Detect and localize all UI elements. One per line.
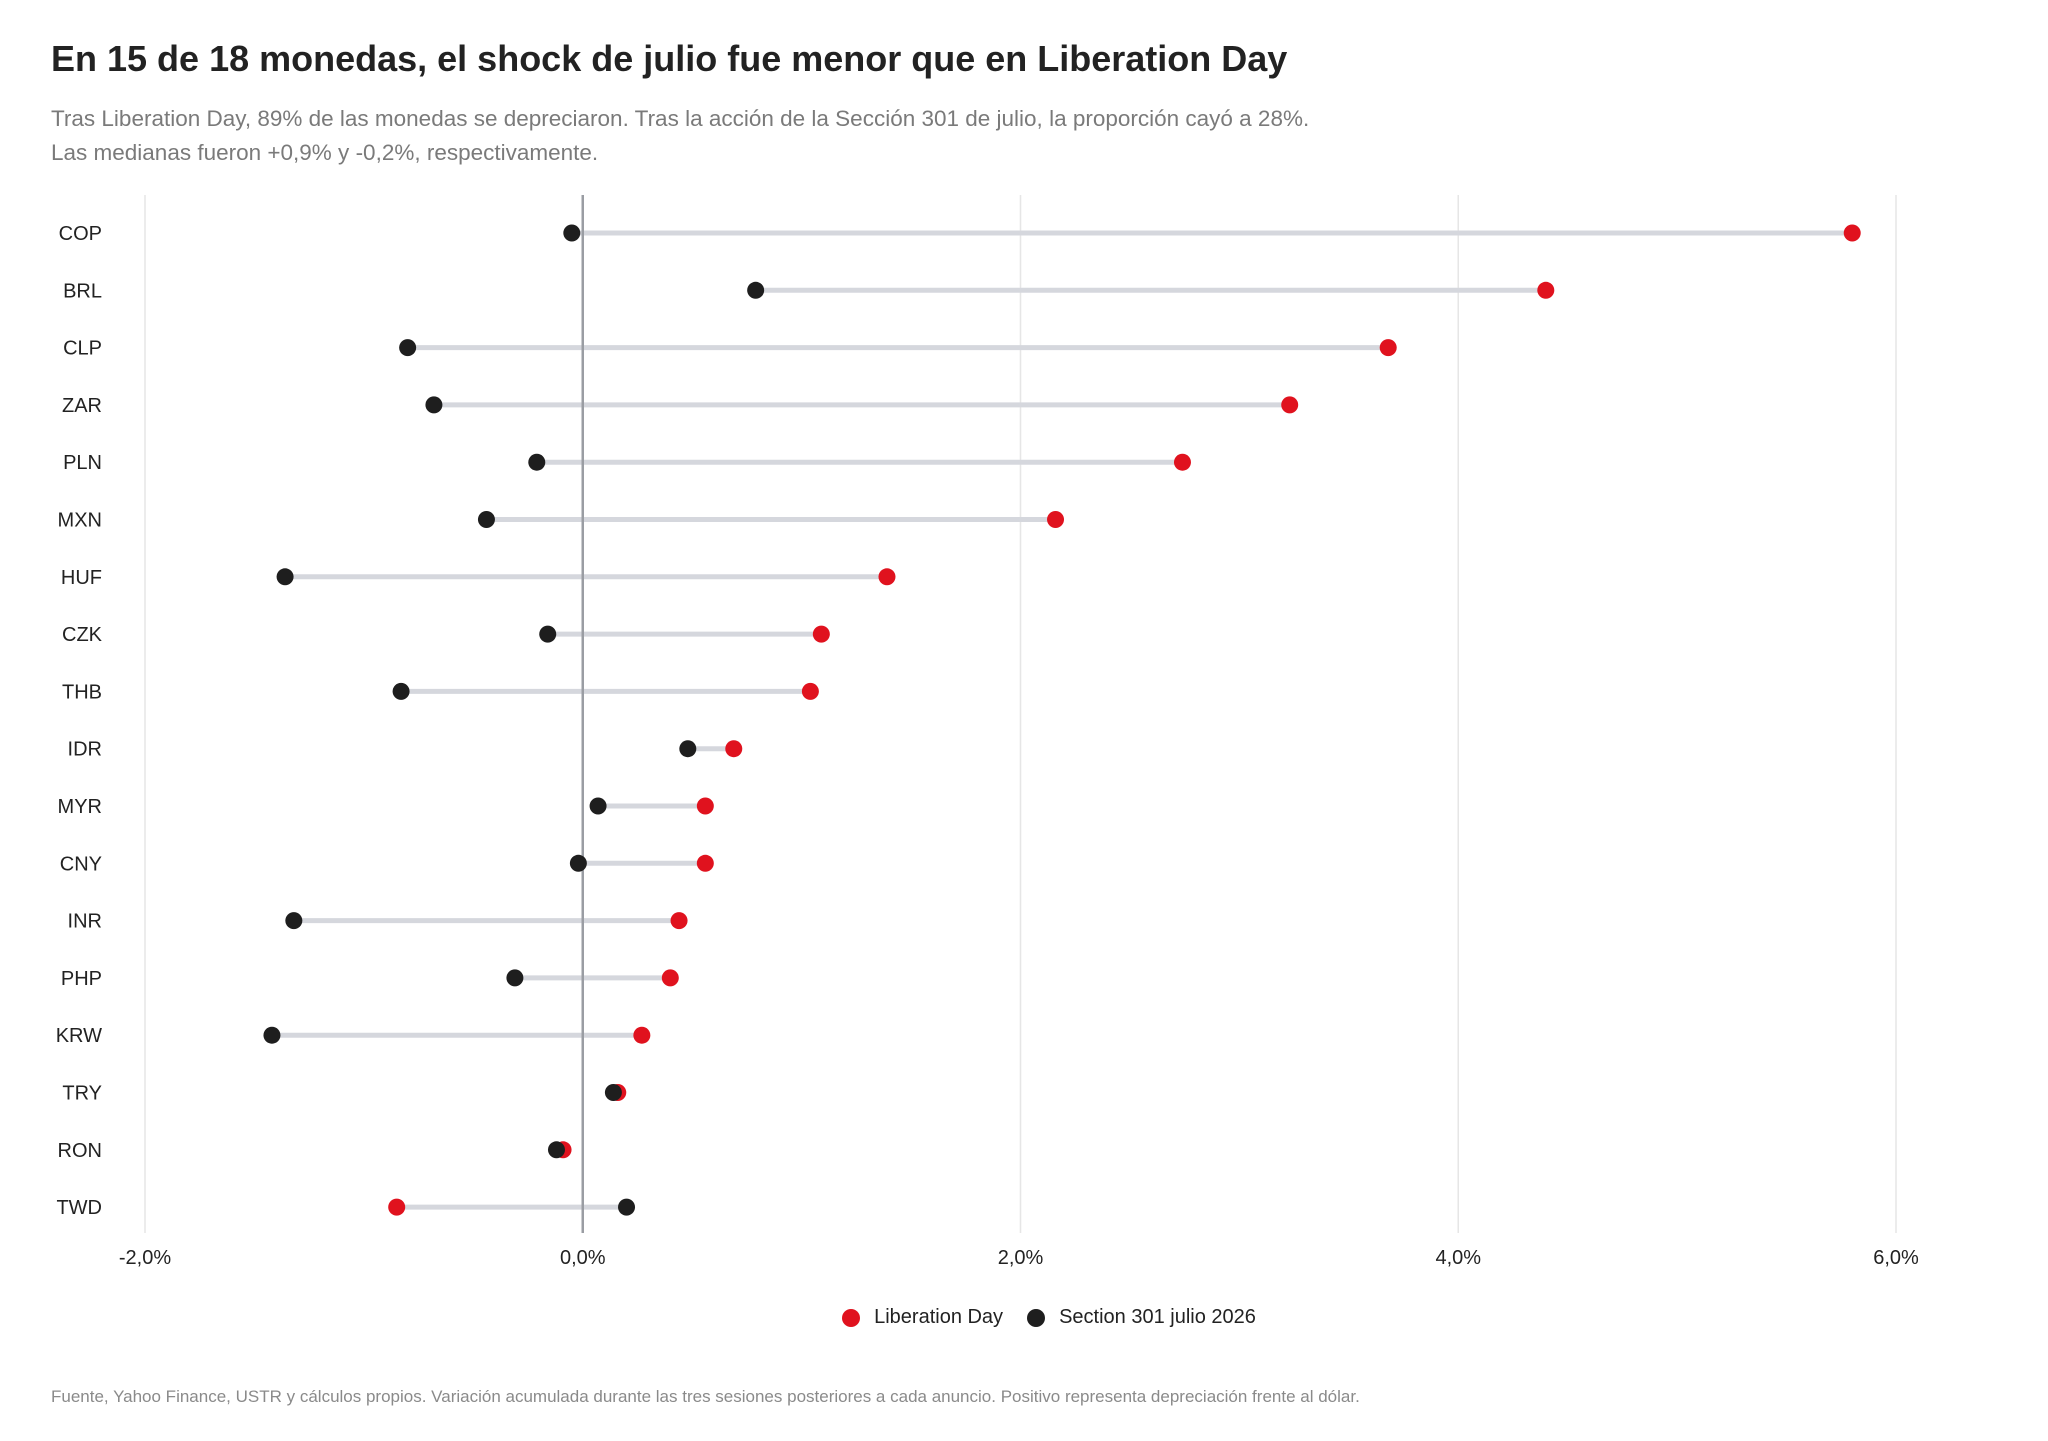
x-tick-label: 0,0% [560, 1247, 606, 1269]
legend-swatch-section-301 [1027, 1308, 1046, 1327]
category-label-myr: MYR [58, 796, 102, 818]
point-liberation-day-brl [1537, 281, 1555, 299]
point-liberation-day-krw [633, 1026, 651, 1044]
point-liberation-day-pln [1173, 453, 1191, 471]
point-section-301-clp [399, 339, 417, 357]
point-layer [263, 224, 1861, 1216]
category-label-krw: KRW [56, 1025, 102, 1047]
category-label-huf: HUF [61, 567, 102, 589]
x-tick-label: 6,0% [1873, 1247, 1919, 1269]
point-liberation-day-twd [388, 1198, 406, 1216]
legend-label-liberation-day: Liberation Day [874, 1306, 1004, 1328]
point-section-301-pln [528, 453, 546, 471]
category-label-czk: CZK [62, 624, 103, 646]
point-section-301-brl [747, 281, 765, 299]
chart-title: En 15 de 18 monedas, el shock de julio f… [51, 38, 1288, 79]
point-section-301-inr [285, 912, 303, 930]
source-note: Fuente, Yahoo Finance, USTR y cálculos p… [51, 1387, 1360, 1406]
point-liberation-day-inr [670, 912, 688, 930]
category-label-php: PHP [61, 968, 102, 990]
x-tick-label: 4,0% [1435, 1247, 1481, 1269]
point-liberation-day-clp [1379, 339, 1397, 357]
category-label-pln: PLN [63, 452, 102, 474]
point-section-301-try [604, 1084, 622, 1101]
category-label-try: TRY [62, 1083, 102, 1105]
category-label-layer: COP BRL CLP ZAR PLN MXN HUF CZK THB IDR MYR CNY INR P… [56, 223, 103, 1219]
point-liberation-day-idr [725, 740, 743, 758]
x-tick-label: -2,0% [119, 1247, 171, 1269]
x-tick-label: 2,0% [998, 1247, 1044, 1269]
point-section-301-krw [263, 1026, 281, 1044]
legend-item-liberation-day: Liberation Day [842, 1306, 1003, 1329]
category-label-ron: RON [58, 1140, 102, 1162]
point-liberation-day-mxn [1047, 511, 1065, 528]
point-liberation-day-huf [878, 568, 896, 586]
category-label-clp: CLP [63, 338, 102, 360]
point-liberation-day-cop [1843, 224, 1861, 242]
point-liberation-day-zar [1281, 396, 1299, 414]
category-label-inr: INR [68, 911, 102, 933]
subtitle-line-1: Tras Liberation Day, 89% de las monedas … [51, 106, 1310, 131]
point-section-301-cop [563, 224, 581, 242]
subtitle-line-2: Las medianas fueron +0,9% y -0,2%, respe… [51, 140, 599, 165]
category-label-cop: COP [59, 223, 102, 245]
dumbbell-chart: COP BRL CLP ZAR PLN MXN HUF CZK THB IDR MYR CNY INR P… [56, 195, 1919, 1269]
point-section-301-mxn [477, 511, 495, 528]
legend-label-section-301: Section 301 julio 2026 [1059, 1306, 1256, 1328]
point-section-301-thb [392, 682, 410, 700]
point-section-301-cny [569, 854, 587, 872]
point-section-301-czk [539, 625, 557, 643]
point-liberation-day-thb [801, 682, 819, 700]
category-label-mxn: MXN [58, 510, 102, 532]
point-section-301-php [506, 969, 524, 987]
category-label-twd: TWD [56, 1197, 102, 1219]
point-liberation-day-cny [696, 854, 714, 872]
legend-item-section-301: Section 301 julio 2026 [1027, 1306, 1256, 1329]
category-label-brl: BRL [63, 280, 102, 302]
category-label-thb: THB [62, 681, 102, 703]
connector-layer [269, 230, 1855, 1210]
point-section-301-twd [618, 1198, 636, 1216]
category-label-cny: CNY [60, 853, 102, 875]
point-liberation-day-php [661, 969, 679, 987]
point-section-301-idr [679, 740, 697, 758]
category-label-idr: IDR [68, 739, 102, 761]
point-liberation-day-czk [812, 625, 830, 643]
grid-layer [144, 195, 1897, 1233]
legend-swatch-liberation-day [842, 1308, 861, 1327]
point-section-301-myr [589, 797, 607, 815]
point-section-301-ron [547, 1141, 565, 1159]
category-label-zar: ZAR [62, 395, 102, 417]
point-section-301-zar [425, 396, 443, 414]
point-liberation-day-myr [696, 797, 714, 815]
x-tick-label-layer: -2,0% 0,0% 2,0% 4,0% 6,0% [119, 1247, 1919, 1269]
point-section-301-huf [276, 568, 294, 586]
chart-subtitle: Tras Liberation Day, 89% de las monedas … [51, 102, 1309, 170]
chart-legend: Liberation Day Section 301 julio 2026 [0, 1306, 2048, 1329]
